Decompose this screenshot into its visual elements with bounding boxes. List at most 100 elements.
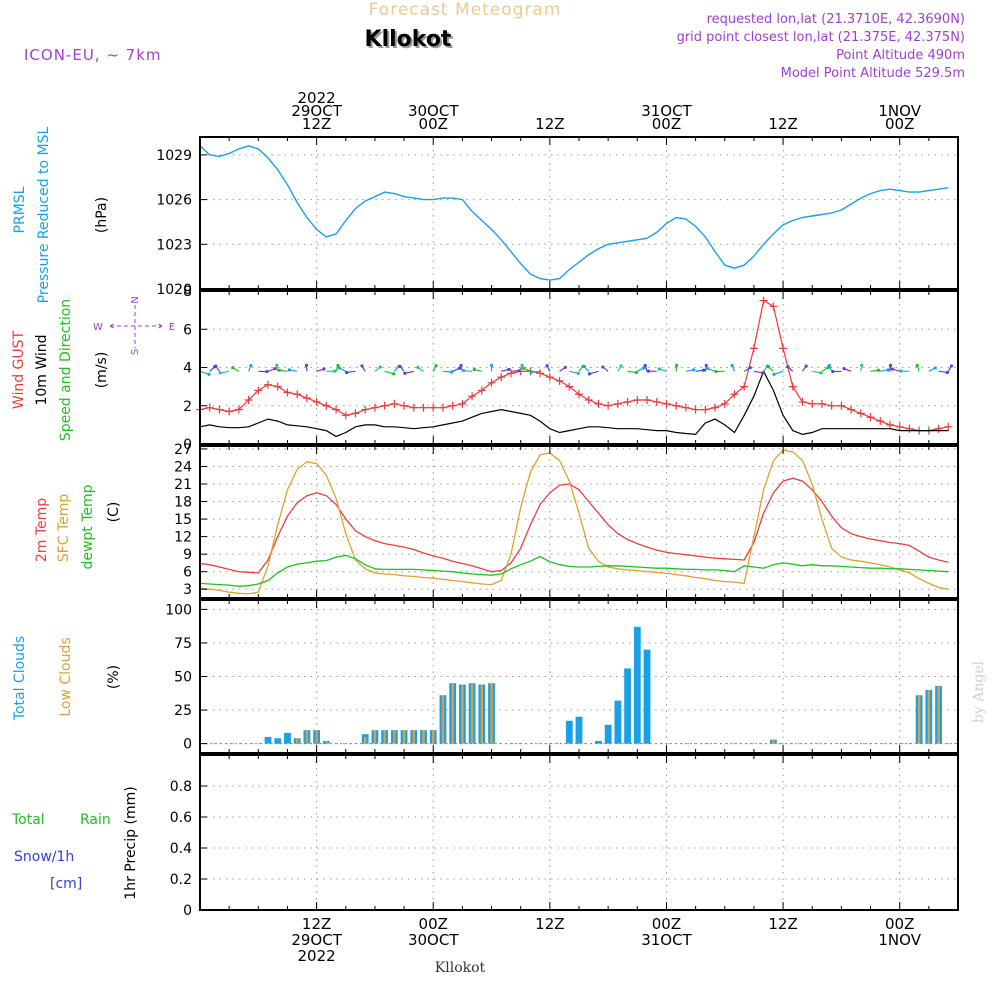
wind-arrow-head — [804, 364, 808, 368]
total-clouds-bar — [624, 668, 631, 744]
wind-arrow-head — [642, 366, 646, 370]
wind-arrow-head — [899, 369, 903, 373]
plot-layer — [196, 145, 958, 911]
temp-sfc-line — [199, 449, 949, 595]
wind-gust-marker — [536, 369, 545, 378]
wind-gust-marker — [934, 424, 943, 433]
bottom-time-label: 00Z — [885, 915, 914, 933]
wind-gust-marker — [565, 382, 574, 391]
wind-gust-marker — [487, 378, 496, 387]
y-tick-labels: 1029102610231020024683691215182124270255… — [156, 148, 192, 919]
wind-gust-marker — [885, 420, 894, 429]
low-clouds-bar — [451, 683, 454, 744]
y-tick-label: 0.2 — [170, 872, 192, 888]
wind-gust-marker — [779, 344, 788, 353]
wind-gust-marker — [448, 401, 457, 410]
low-clouds-bar — [937, 685, 940, 744]
wind-arrow-head — [915, 363, 919, 368]
wind-arrow-head — [582, 364, 586, 369]
wind-gust-marker — [613, 399, 622, 408]
wind-gust-marker — [215, 405, 224, 414]
panel-frame — [199, 445, 959, 599]
wind-gust-marker — [759, 296, 768, 305]
wind-arrow-head — [675, 363, 679, 367]
wind-gust-marker — [506, 369, 515, 378]
top-time-label: 1NOV — [878, 102, 921, 120]
wind-10m-line — [199, 369, 949, 438]
top-time-label: 00Z — [419, 115, 448, 133]
wind-gust-marker — [380, 401, 389, 410]
wind-arrow-head — [563, 365, 567, 369]
wind-arrow-head — [576, 371, 580, 375]
wind-gust-marker — [643, 396, 652, 405]
credit-watermark: by Angel — [971, 660, 987, 723]
total-clouds-bar — [604, 724, 612, 744]
temp-sfc-label: SFC Temp — [56, 494, 72, 563]
wind-arrow-head — [704, 363, 708, 367]
wind-gust-marker — [681, 403, 690, 412]
grid-point-coords: grid point closest lon,lat (21.375E, 42.… — [677, 30, 965, 45]
wind-gust-marker — [254, 386, 263, 395]
wind-gust-marker — [361, 405, 370, 414]
wind-gust-marker — [293, 390, 302, 399]
wind-arrow-head — [619, 364, 623, 368]
wind-arrow-head — [529, 370, 534, 374]
wind-gust-marker — [273, 382, 282, 391]
precip-unit-label: 1hr Precip (mm) — [123, 786, 139, 899]
y-tick-label: 0.4 — [170, 841, 192, 857]
top-time-label: 12Z — [302, 115, 331, 133]
wind-gust-line — [199, 299, 949, 432]
wind-arrow-head — [392, 372, 396, 376]
wind-gust-marker — [594, 399, 603, 408]
wind-arrow-head — [249, 364, 253, 368]
wind-gust-marker — [866, 413, 875, 422]
wind-arrow-head — [416, 365, 420, 369]
wind-gust-marker — [390, 399, 399, 408]
wind-arrow-head — [831, 369, 835, 374]
wind-gust-label: Wind GUST — [11, 330, 27, 409]
wind-gust-marker — [662, 399, 671, 408]
top-time-label: 30OCT — [408, 102, 459, 120]
wind-gust-marker — [711, 403, 720, 412]
wind-gust-marker — [633, 396, 642, 405]
low-clouds-bar — [470, 683, 474, 744]
wind-arrow-head — [772, 372, 776, 376]
wind-arrow-head — [457, 366, 461, 370]
wind-arrow-head — [273, 367, 277, 371]
y-tick-label: 9 — [183, 547, 192, 563]
wind-gust-marker — [876, 417, 885, 426]
wind-arrow-head — [459, 363, 463, 368]
bottom-time-label: 2022 — [298, 947, 336, 965]
wind-arrow-head — [842, 367, 846, 371]
model-label: ICON-EU, ~ 7km — [24, 46, 162, 64]
wind-arrow-head — [730, 364, 734, 368]
wind-gust-marker — [234, 405, 243, 414]
temp-dewpt-label: dewpt Temp — [80, 484, 96, 569]
wind-arrow-head — [545, 364, 549, 368]
grid-layer — [200, 137, 958, 911]
prmsl-line — [199, 145, 949, 281]
wind-arrow-head — [275, 363, 279, 367]
wind-gust-marker — [438, 403, 447, 412]
wind-gust-marker — [788, 382, 797, 391]
wind-arrow-head — [218, 371, 222, 375]
wind-gust-marker — [604, 401, 613, 410]
wind-arrow-head — [933, 366, 937, 370]
wind-arrow-head — [692, 368, 696, 372]
pressure-desc-label: Pressure Reduced to MSL — [36, 126, 52, 303]
wind-gust-marker — [477, 386, 486, 395]
bottom-time-label: 00Z — [419, 915, 448, 933]
wind-arrow-head — [265, 369, 269, 374]
wind-arrow-head — [827, 364, 831, 368]
wind-gust-marker — [798, 397, 807, 406]
bottom-time-label: 30OCT — [408, 931, 459, 949]
wind-arrow-head — [472, 367, 476, 372]
wind-gust-marker — [720, 399, 729, 408]
bottom-time-label: 12Z — [768, 915, 797, 933]
wind-arrow-head — [587, 372, 592, 376]
low-clouds-label: Low Clouds — [58, 637, 74, 716]
wind-gust-marker — [419, 403, 428, 412]
bottom-time-label: 29OCT — [291, 931, 342, 949]
low-clouds-bar — [480, 684, 484, 744]
wind-arrow-head — [657, 367, 661, 371]
